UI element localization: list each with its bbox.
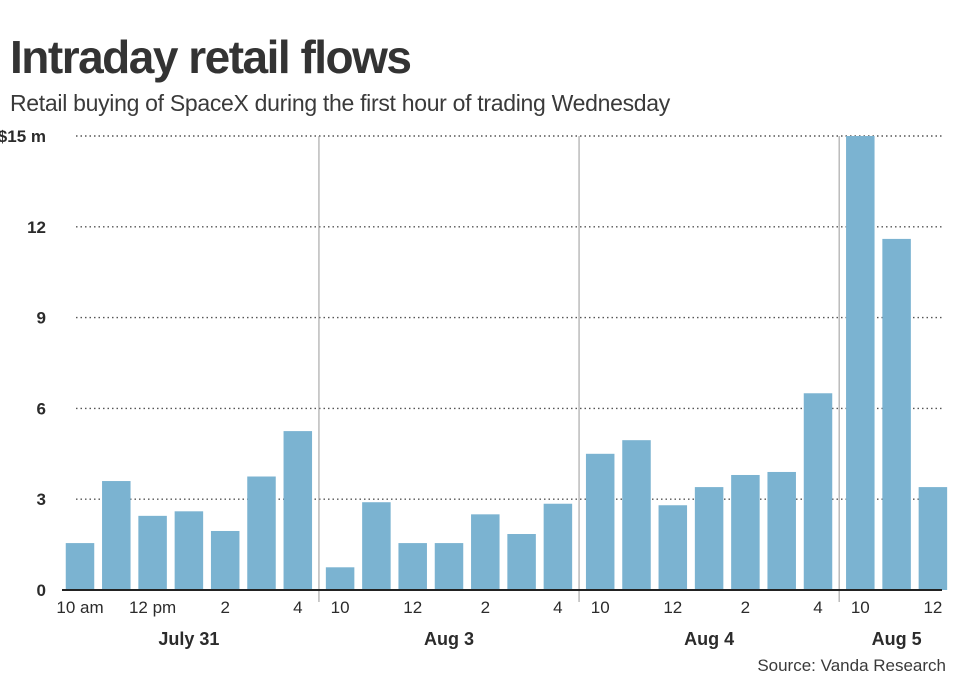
x-tick-label: 10 bbox=[591, 598, 610, 617]
bar bbox=[434, 543, 464, 590]
chart-subtitle: Retail buying of SpaceX during the first… bbox=[10, 90, 670, 116]
x-tick-labels: 10 am 12 pm 2 4 10 12 2 4 10 12 2 4 10 12 bbox=[56, 598, 942, 617]
bar bbox=[918, 487, 948, 590]
y-tick-label: 3 bbox=[37, 490, 46, 509]
group-label: July 31 bbox=[158, 629, 219, 649]
bar bbox=[731, 474, 760, 590]
y-tick-label: 12 bbox=[27, 218, 46, 237]
bar bbox=[846, 136, 875, 590]
bar bbox=[543, 503, 573, 590]
bar bbox=[247, 476, 276, 590]
x-tick-label: 12 bbox=[663, 598, 682, 617]
source-note: Source: Vanda Research bbox=[757, 656, 946, 675]
x-tick-label: 4 bbox=[553, 598, 562, 617]
y-tick-label: $15 m bbox=[0, 127, 46, 146]
bars bbox=[65, 136, 948, 590]
x-tick-label: 2 bbox=[741, 598, 750, 617]
bar bbox=[398, 543, 427, 590]
y-tick-label: 6 bbox=[37, 399, 46, 418]
bar bbox=[694, 487, 724, 590]
group-labels: July 31 Aug 3 Aug 4 Aug 5 bbox=[158, 629, 921, 649]
bar bbox=[882, 238, 911, 590]
x-tick-label: 4 bbox=[293, 598, 302, 617]
group-label: Aug 5 bbox=[872, 629, 922, 649]
gridlines bbox=[76, 135, 942, 500]
bar bbox=[622, 440, 651, 590]
y-tick-label: 9 bbox=[37, 309, 46, 328]
bar bbox=[585, 453, 615, 590]
bar bbox=[283, 431, 313, 590]
y-tick-labels: 0 3 6 9 12 $15 m bbox=[0, 127, 46, 600]
bar bbox=[210, 530, 240, 590]
bar bbox=[138, 515, 167, 590]
x-tick-label: 10 bbox=[331, 598, 350, 617]
x-tick-label: 12 bbox=[403, 598, 422, 617]
chart-title: Intraday retail flows bbox=[10, 31, 412, 83]
x-tick-label: 2 bbox=[220, 598, 229, 617]
x-tick-label: 2 bbox=[481, 598, 490, 617]
x-tick-label: 12 pm bbox=[129, 598, 176, 617]
bar bbox=[803, 393, 833, 590]
y-tick-label: 0 bbox=[37, 581, 46, 600]
bar bbox=[362, 502, 391, 590]
group-separators bbox=[318, 136, 840, 602]
bar bbox=[102, 481, 131, 590]
group-label: Aug 4 bbox=[684, 629, 734, 649]
bar bbox=[325, 567, 355, 590]
x-tick-label: 4 bbox=[813, 598, 822, 617]
bar bbox=[507, 534, 536, 590]
bar bbox=[65, 543, 95, 590]
bar bbox=[767, 471, 796, 590]
bar bbox=[471, 514, 500, 590]
bar bbox=[174, 511, 204, 590]
bar bbox=[658, 505, 688, 590]
x-tick-label: 12 bbox=[923, 598, 942, 617]
x-tick-label: 10 bbox=[851, 598, 870, 617]
group-label: Aug 3 bbox=[424, 629, 474, 649]
x-tick-label: 10 am bbox=[56, 598, 103, 617]
